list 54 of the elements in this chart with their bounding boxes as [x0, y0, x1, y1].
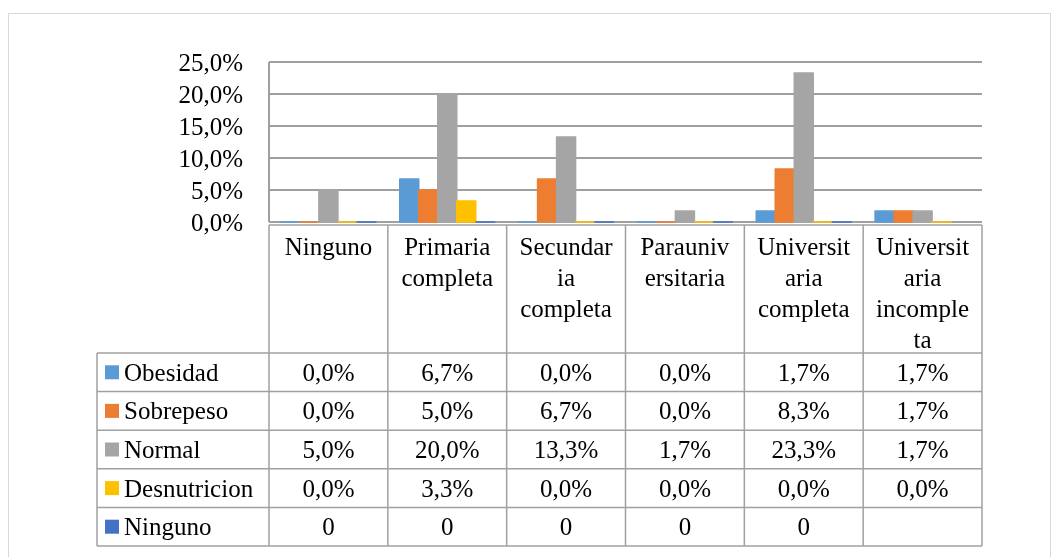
data-label: 0,0% — [777, 474, 830, 502]
y-tick-label: 10,0% — [178, 144, 243, 172]
y-tick-label: 15,0% — [178, 112, 243, 140]
bar — [536, 178, 558, 223]
data-label: 0,0% — [658, 397, 711, 425]
legend-label: Desnutricion — [124, 474, 254, 502]
data-label: 8,3% — [777, 397, 830, 425]
data-label: 0 — [797, 513, 810, 541]
data-label: 0,0% — [896, 474, 949, 502]
x-tick-label: Parauniversitaria — [640, 233, 730, 291]
y-tick-label: 5,0% — [190, 176, 243, 204]
data-label: 0 — [559, 513, 573, 541]
data-label: 0,0% — [302, 397, 355, 425]
legend-label: Ninguno — [124, 513, 212, 541]
data-label: 0,0% — [658, 474, 711, 502]
y-tick-label: 20,0% — [178, 80, 243, 108]
x-tick-label: Universitaria incompleta — [876, 233, 970, 353]
data-label: 5,0% — [421, 397, 474, 425]
x-tick-label: Primaria completa — [401, 233, 494, 291]
data-label: 6,7% — [540, 397, 593, 425]
data-label: 0 — [441, 513, 454, 541]
bar — [893, 210, 914, 223]
data-label: 5,0% — [302, 436, 355, 463]
y-tick-label: 25,0% — [178, 48, 243, 76]
data-label: 23,3% — [771, 436, 837, 463]
legend-label: Obesidad — [124, 358, 219, 386]
data-label: 13,3% — [533, 436, 599, 463]
x-tick-label: Universitaria completa — [757, 233, 851, 322]
data-label: 1,7% — [658, 436, 711, 463]
bar — [418, 189, 439, 223]
y-tick-label: 0,0% — [190, 208, 243, 236]
data-label: 0,0% — [540, 358, 593, 386]
x-tick-label: Secundaria completa — [519, 233, 614, 322]
legend-label: Normal — [124, 436, 201, 463]
data-label: 1,7% — [896, 397, 949, 425]
bar — [755, 210, 776, 223]
data-label: 0,0% — [302, 474, 355, 502]
bar — [874, 210, 895, 223]
bar — [399, 178, 420, 223]
data-label: 0,0% — [302, 358, 355, 386]
data-label: 3,3% — [421, 474, 474, 502]
data-label: 0,0% — [658, 358, 711, 386]
legend-label: Sobrepeso — [124, 397, 229, 425]
bar — [774, 168, 795, 223]
data-label: 6,7% — [421, 358, 474, 386]
data-label: 1,7% — [896, 436, 949, 463]
data-label: 1,7% — [777, 358, 830, 386]
data-label: 0 — [322, 513, 335, 541]
bar — [456, 200, 477, 223]
data-label: 0,0% — [540, 474, 593, 502]
x-tick-label: Ninguno — [284, 233, 373, 260]
data-label: 0 — [678, 513, 692, 541]
data-label: 1,7% — [896, 358, 949, 386]
data-label: 20,0% — [414, 436, 480, 463]
